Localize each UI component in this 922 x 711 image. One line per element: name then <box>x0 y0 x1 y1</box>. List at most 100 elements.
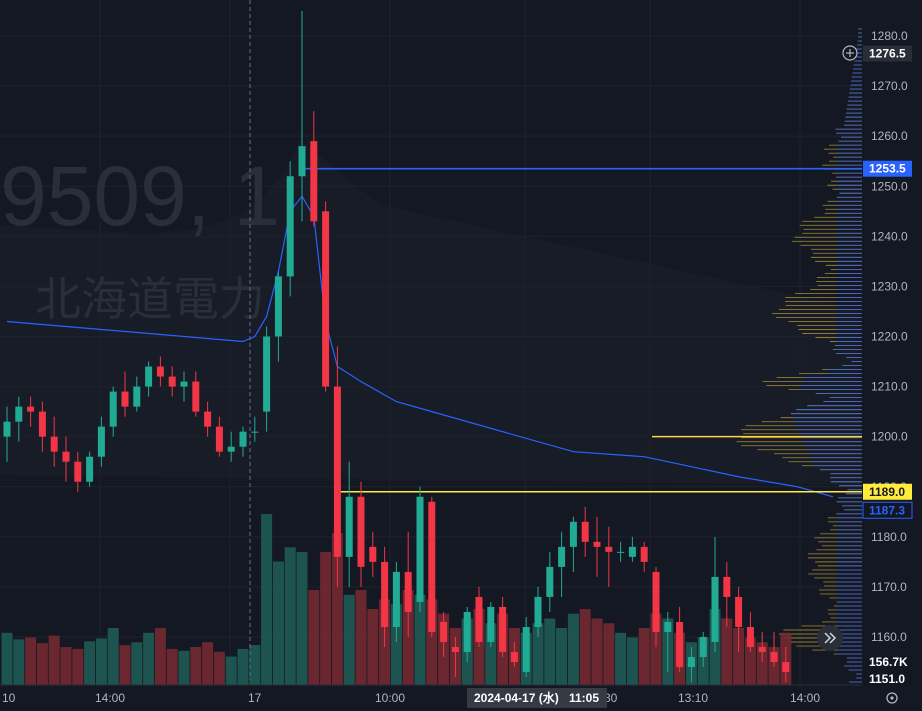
volume-bar <box>532 623 544 685</box>
price-tag-bg <box>863 160 912 177</box>
candlesticks <box>3 10 790 683</box>
scroll-to-realtime-button[interactable] <box>817 625 843 651</box>
candle-body <box>593 541 601 547</box>
candle-body <box>687 657 695 668</box>
candle-body <box>38 411 46 437</box>
candle-body <box>227 446 235 452</box>
y-tick-label: 1160.0 <box>871 630 907 644</box>
y-tick-label: 1170.0 <box>871 580 907 594</box>
candle-body <box>392 571 400 627</box>
candle-body <box>274 276 282 337</box>
candle-body <box>782 662 790 673</box>
volume-bar <box>721 618 733 685</box>
volume-bar <box>60 647 72 685</box>
volume-bar <box>390 604 402 685</box>
volume-bar <box>343 594 355 685</box>
candle-body <box>133 386 141 407</box>
y-tick-label: 1200.0 <box>871 430 908 444</box>
gear-center <box>890 696 894 700</box>
volume-bar <box>213 651 225 685</box>
candle-body <box>62 451 70 462</box>
x-tick-label: 14:00 <box>790 691 820 705</box>
y-axis-panel <box>862 0 922 690</box>
candle-body <box>440 621 448 643</box>
price-tag-bg <box>863 671 912 687</box>
volume-bar <box>36 643 48 685</box>
volume-bar <box>95 638 107 685</box>
candle-body <box>617 551 625 553</box>
y-tick-label: 1230.0 <box>871 279 908 293</box>
candle-body <box>404 571 412 612</box>
candle-body <box>416 496 424 602</box>
candle-body <box>156 366 164 377</box>
candle-body <box>605 546 613 552</box>
candle-body <box>286 176 294 277</box>
candle-body <box>381 561 389 627</box>
candle-body <box>86 456 94 482</box>
price-tag-bg <box>862 501 913 519</box>
plus-circle-icon[interactable] <box>842 45 858 61</box>
background-bands <box>0 140 860 485</box>
crosshair-time-label: 2024-04-17 (水) 11:05 <box>467 688 607 708</box>
volume-bar <box>591 618 603 685</box>
volume-bar <box>756 642 768 685</box>
candle-body <box>723 576 731 597</box>
crosshair-date: 2024-04-17 (水) <box>474 690 559 705</box>
volume-bar <box>225 656 237 685</box>
volume-bar <box>48 635 60 685</box>
volume-bar <box>650 613 662 685</box>
volume-bar <box>426 599 438 685</box>
price-tag-volume: 156.7K <box>863 654 912 670</box>
candle-body <box>109 391 117 427</box>
price-tag-label: 1253.5 <box>869 162 906 176</box>
candle-body <box>569 521 577 547</box>
volume-bar <box>638 628 650 685</box>
volume-bar <box>567 613 579 685</box>
candle-body <box>487 606 495 643</box>
volume-bar <box>603 623 615 685</box>
price-tag-bg <box>863 45 912 62</box>
volume-bar <box>119 645 131 685</box>
volume-bar <box>308 590 320 685</box>
candle-body <box>499 606 507 653</box>
volume-bar <box>733 628 745 685</box>
y-tick-label: 1240.0 <box>871 229 908 243</box>
vwap-polyline <box>6 195 834 498</box>
candle-body <box>558 546 566 567</box>
gear-icon[interactable] <box>886 692 898 704</box>
candle-body <box>640 546 648 562</box>
volume-bar <box>331 533 343 685</box>
x-axis: 10 14:00 17 10:00 30 13:10 14:00 <box>2 691 820 705</box>
volume-bar <box>178 650 190 685</box>
x-tick-label: 13:10 <box>678 691 708 705</box>
volume-bar <box>414 594 426 685</box>
candle-body <box>263 336 271 412</box>
crosshair-time: 11:05 <box>569 691 599 705</box>
volume-bar <box>1 632 13 685</box>
candle-body <box>180 381 188 387</box>
settings-button[interactable] <box>886 692 898 704</box>
volume-bar <box>402 590 414 685</box>
candle-body <box>333 386 341 557</box>
candle-body <box>534 596 542 627</box>
price-tag-hline: 1253.5 <box>863 160 912 177</box>
volume-bar <box>544 618 556 685</box>
candle-body <box>428 501 436 632</box>
volume-bar <box>249 645 261 685</box>
volume-bar <box>25 637 37 685</box>
candle-body <box>251 431 259 433</box>
add-alert-button[interactable] <box>842 45 858 61</box>
candle-body <box>15 406 23 422</box>
volume-bar <box>556 628 568 685</box>
price-tag-label: 156.7K <box>869 655 908 669</box>
candle-body <box>711 576 719 643</box>
candle-body <box>357 496 365 567</box>
price-tag-last: 1276.5 <box>863 45 912 62</box>
watermark-name: 北海道電力 <box>35 272 265 326</box>
volume-bar <box>485 623 497 685</box>
volume-bar <box>190 647 202 685</box>
candle-body <box>121 391 129 407</box>
candle-body <box>735 596 743 627</box>
candle-body <box>628 546 636 557</box>
